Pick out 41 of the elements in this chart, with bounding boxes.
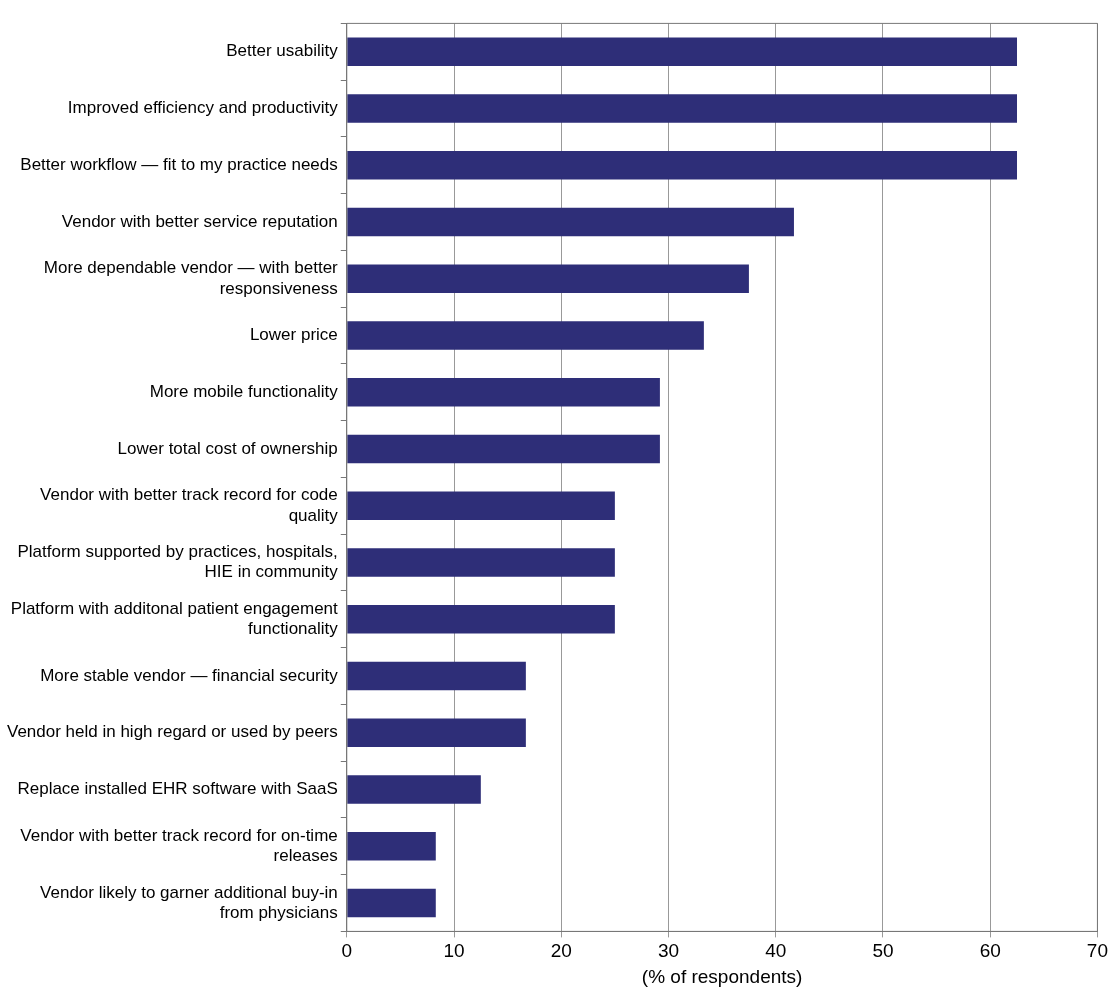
y-tick-label: Vendor with better track record for on-time releases <box>20 825 338 866</box>
y-tick-label: Lower price <box>249 325 338 345</box>
y-tick-label: More mobile functionality <box>149 381 339 401</box>
y-tick-label: Vendor with better track record for code quality <box>40 485 339 525</box>
x-tick-label: 60 <box>979 940 1001 962</box>
x-tick-label: 50 <box>872 940 894 962</box>
y-tick-label: Replace installed EHR software with SaaS <box>17 779 338 799</box>
y-tick-label: Better usability <box>226 41 339 61</box>
y-tick-label: Vendor likely to garner additional buy-in from physicians <box>40 882 338 922</box>
y-tick-label: Platform supported by practices, hospitals, HIE in community <box>17 542 339 582</box>
y-tick-label: Platform with additonal patient engagement functionality <box>10 598 339 639</box>
x-tick-label: 40 <box>765 940 787 962</box>
bar <box>347 775 481 804</box>
y-tick-label: Better workflow — fit to my practice needs <box>20 154 338 174</box>
bar <box>347 378 660 407</box>
bar <box>347 548 615 577</box>
y-tick-label: More dependable vendor — with better responsiveness <box>43 258 339 298</box>
bar <box>347 718 526 747</box>
y-tick-label: Vendor held in high regard or used by peers <box>7 722 338 742</box>
y-tick-label: Lower total cost of ownership <box>117 438 338 458</box>
x-axis-title: (% of respondents) <box>641 965 803 987</box>
bar <box>347 491 615 520</box>
bar <box>347 264 749 293</box>
bar <box>347 605 615 634</box>
bar <box>347 434 660 464</box>
bar <box>347 661 526 691</box>
bar <box>347 832 436 861</box>
y-tick-label: More stable vendor — financial security <box>40 665 339 685</box>
y-tick-label: Vendor with better service reputation <box>61 211 338 231</box>
x-tick-label: 70 <box>1086 940 1108 962</box>
x-tick-label: 30 <box>657 940 680 962</box>
bar <box>347 321 704 350</box>
x-tick-label: 20 <box>550 940 572 962</box>
bar <box>347 888 436 918</box>
bar <box>347 151 1018 180</box>
x-tick-label: 0 <box>341 940 353 962</box>
bar <box>347 207 794 237</box>
bar <box>347 94 1018 123</box>
bar <box>347 37 1018 66</box>
x-tick-label: 10 <box>443 940 465 962</box>
y-tick-label: Improved efficiency and productivity <box>67 98 339 118</box>
